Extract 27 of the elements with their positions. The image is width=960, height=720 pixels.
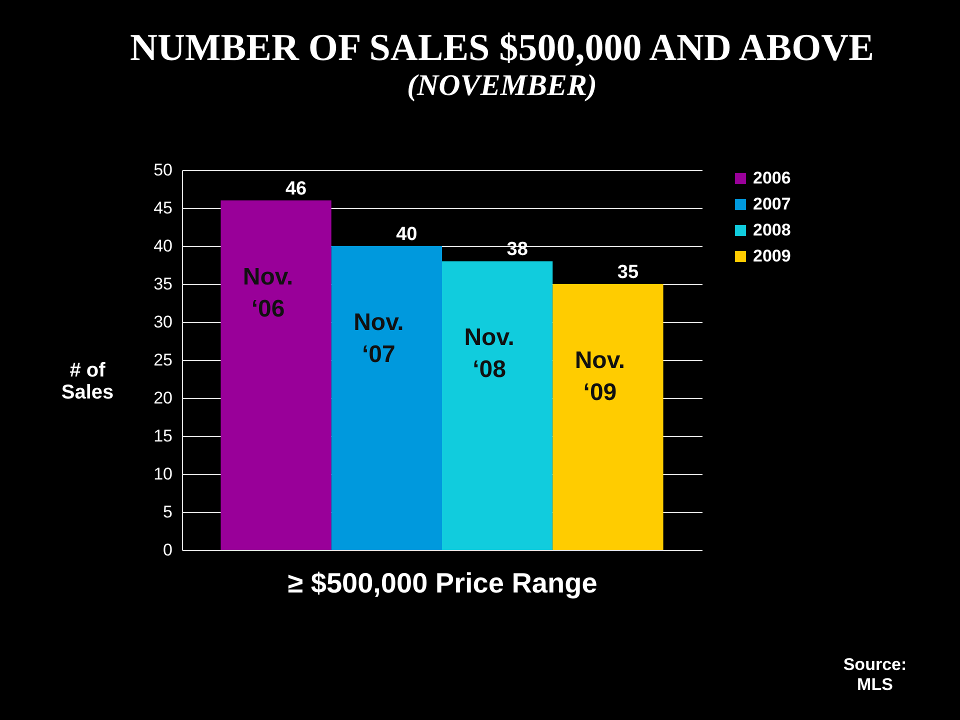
- legend-label: 2008: [753, 220, 791, 240]
- data-label: 35: [617, 262, 639, 283]
- y-tick-label: 25: [154, 350, 172, 370]
- y-tick-label: 5: [163, 502, 172, 522]
- data-label: 46: [285, 178, 307, 200]
- x-tick-label: Nov. ‘06: [242, 263, 294, 322]
- data-label: 40: [396, 224, 418, 245]
- y-tick-label: 20: [154, 388, 172, 408]
- source-note: Source: MLS: [842, 655, 908, 695]
- y-tick-label: 35: [154, 274, 172, 294]
- y-tick-label: 10: [154, 464, 172, 484]
- legend-label: 2007: [753, 194, 791, 214]
- y-tick-label: 15: [154, 426, 172, 446]
- y-tick-label: 30: [154, 312, 172, 332]
- y-tick-label: 45: [154, 198, 172, 218]
- y-tick-label: 40: [154, 236, 172, 256]
- x-tick-label: Nov. ‘09: [574, 347, 626, 406]
- chart-subtitle: (NOVEMBER): [406, 69, 598, 102]
- legend-label: 2009: [753, 246, 791, 266]
- y-axis-title: # of Sales: [61, 360, 114, 404]
- x-tick-label: Nov. ‘07: [354, 309, 404, 368]
- legend-label: 2006: [753, 168, 791, 188]
- y-tick-label: 50: [154, 160, 172, 180]
- x-tick-label: Nov. ‘08: [464, 324, 514, 384]
- y-tick-label: 0: [163, 540, 172, 560]
- x-axis-title: ≥ $500,000 Price Range: [288, 568, 598, 598]
- chart-title: NUMBER OF SALES $500,000 AND ABOVE: [130, 27, 874, 69]
